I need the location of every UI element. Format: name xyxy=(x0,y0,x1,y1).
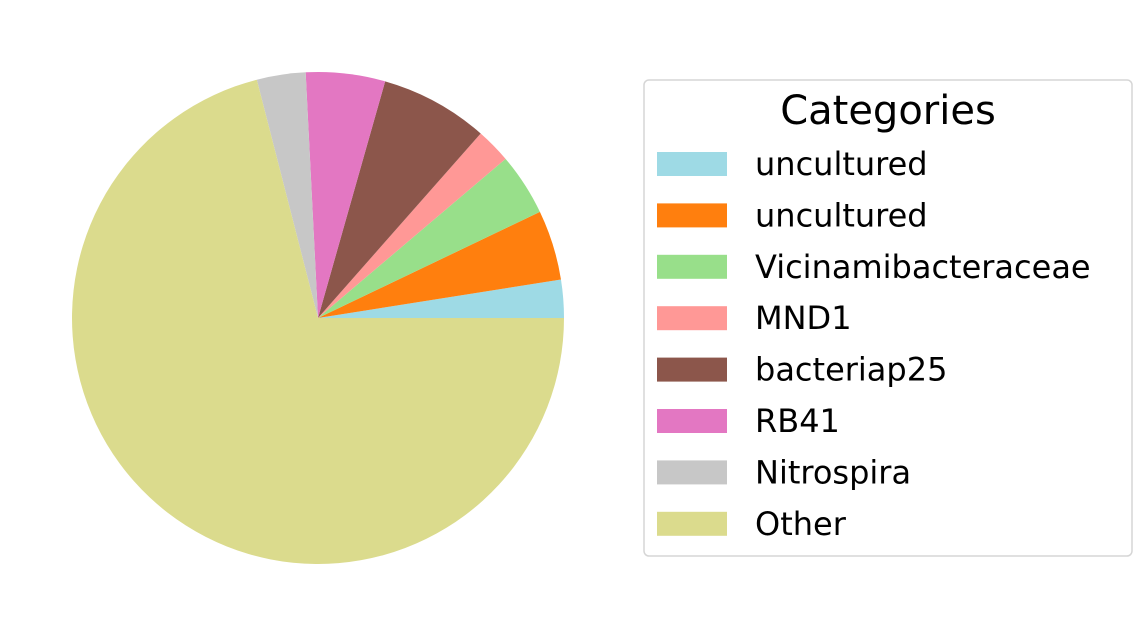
pie-slices xyxy=(71,71,564,565)
pie-slice-6 xyxy=(256,72,318,318)
legend-label-5: RB41 xyxy=(755,402,840,440)
legend-swatch-5 xyxy=(657,409,727,433)
legend-swatch-0 xyxy=(657,152,727,176)
legend-swatch-3 xyxy=(657,306,727,331)
legend-swatch-2 xyxy=(657,254,727,279)
legend-entries: uncultured uncultured Vicinamibacteraceae M… xyxy=(657,145,1091,543)
legend-label-3: MND1 xyxy=(755,299,852,337)
pie-slice-4 xyxy=(318,81,481,318)
legend-entry-6: Nitrospira xyxy=(657,453,911,491)
legend-frame xyxy=(643,79,1133,557)
legend-label-0: uncultured xyxy=(755,145,928,183)
legend-label-2: Vicinamibacteraceae xyxy=(755,248,1091,286)
legend-entry-3: MND1 xyxy=(657,299,852,337)
legend-label-6: Nitrospira xyxy=(755,453,911,491)
legend-title: Categories xyxy=(780,88,996,134)
pie-slice-0 xyxy=(318,279,564,318)
pie-slice-3 xyxy=(318,133,506,318)
legend-label-7: Other xyxy=(755,505,847,543)
legend-swatch-7 xyxy=(657,511,727,536)
pie-slice-1 xyxy=(318,211,561,318)
pie-slice-2 xyxy=(318,158,540,318)
legend-entry-2: Vicinamibacteraceae xyxy=(657,248,1091,286)
legend-label-1: uncultured xyxy=(755,196,928,234)
legend-swatch-1 xyxy=(657,203,727,228)
pie-slice-5 xyxy=(305,71,386,318)
legend-entry-5: RB41 xyxy=(657,402,840,440)
pie-slice-7 xyxy=(71,79,564,565)
legend-entry-7: Other xyxy=(657,505,847,543)
legend-swatch-6 xyxy=(657,460,727,485)
legend: Categories uncultured uncultured Vicinamib… xyxy=(643,79,1133,557)
legend-swatch-4 xyxy=(657,357,727,382)
legend-entry-4: bacteriap25 xyxy=(657,351,947,389)
legend-entry-1: uncultured xyxy=(657,196,928,234)
legend-label-4: bacteriap25 xyxy=(755,351,947,389)
legend-entry-0: uncultured xyxy=(657,145,928,183)
